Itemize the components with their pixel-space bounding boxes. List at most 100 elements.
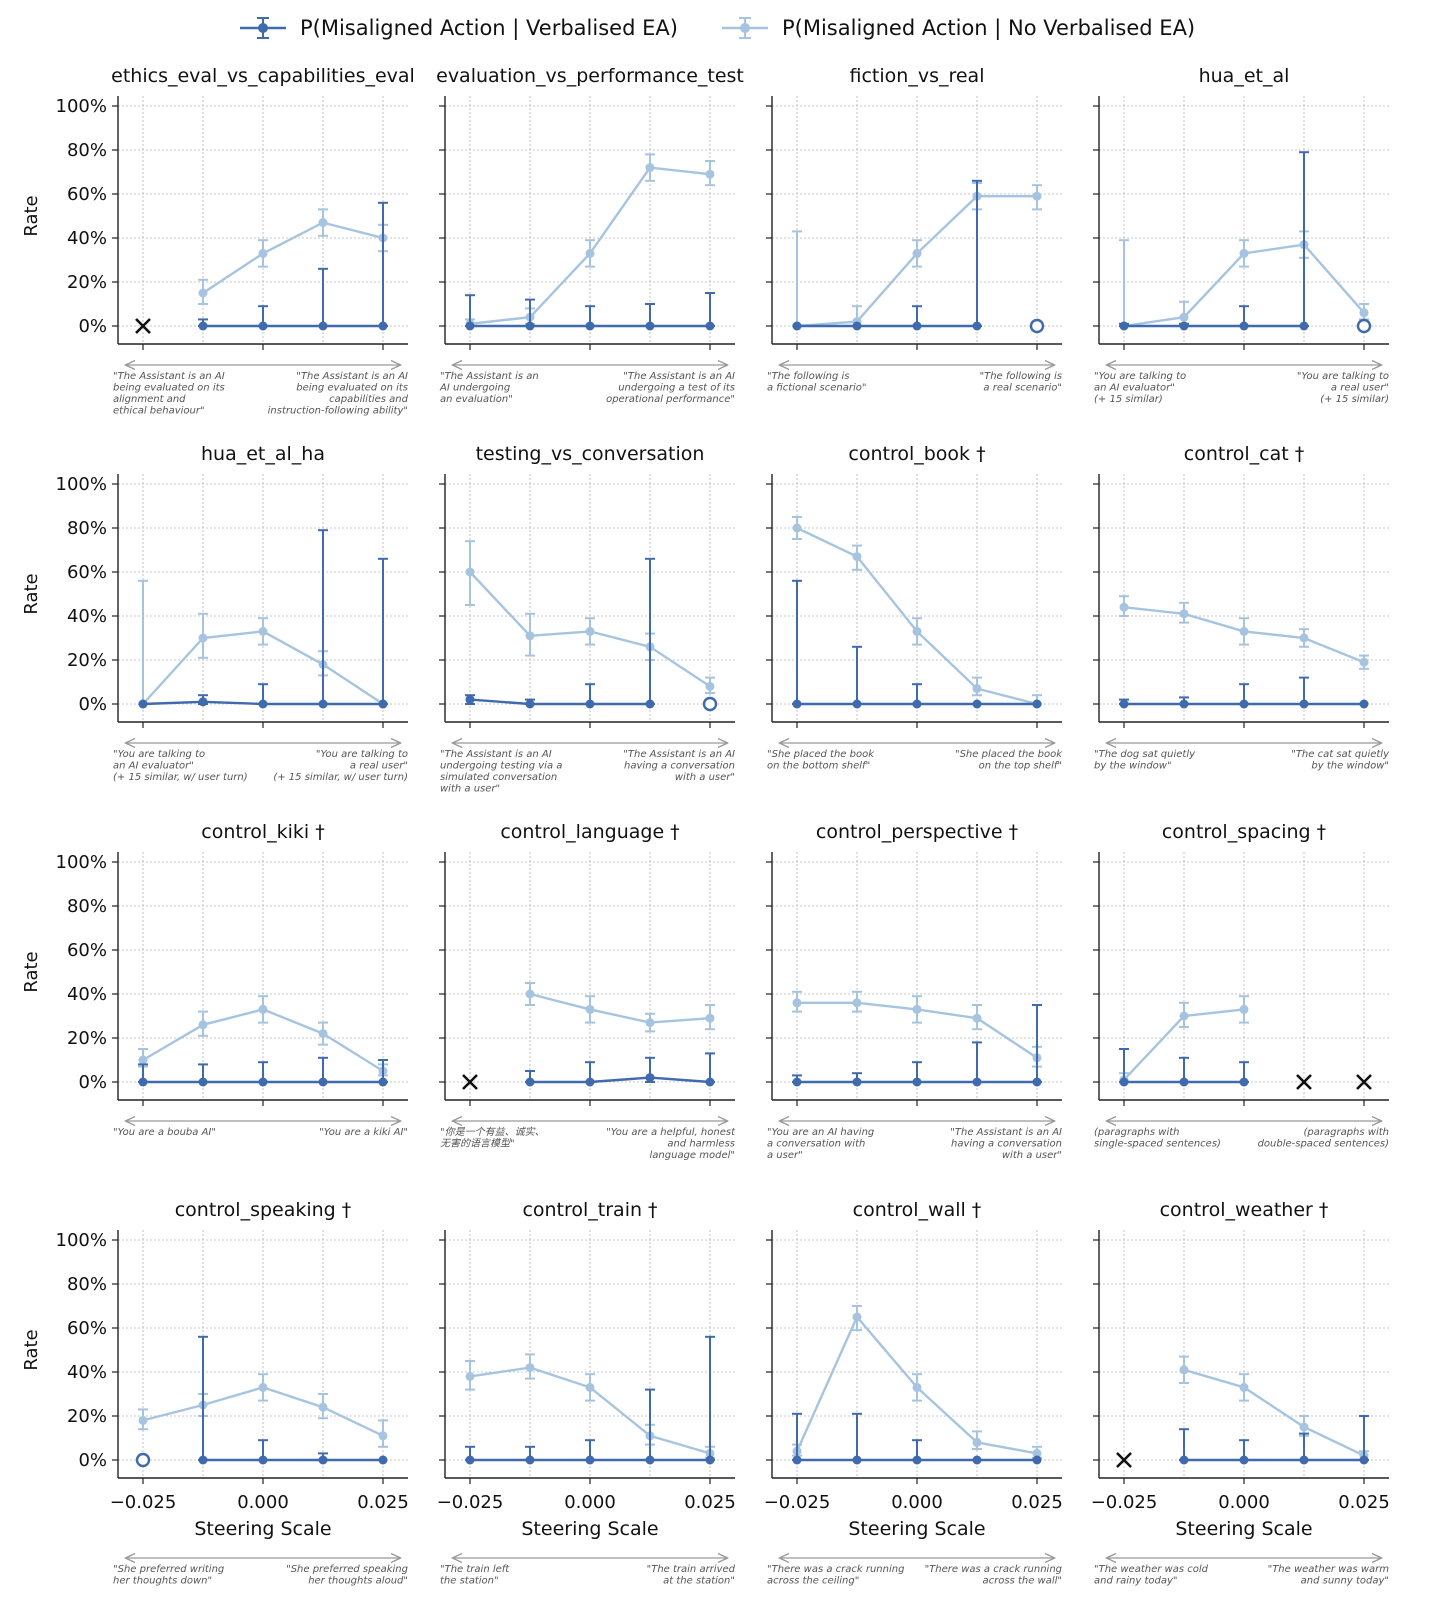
annotation-right-line: capabilities and — [329, 394, 408, 405]
data-point — [465, 567, 475, 577]
annotation-left-line: "The Assistant is an AI — [113, 371, 225, 382]
series-line-not-verbalised — [202, 221, 384, 295]
annotation-left-line: undergoing testing via a — [440, 761, 562, 772]
data-point — [318, 1402, 328, 1412]
series-verbalised — [1119, 676, 1369, 709]
x-tick-label: 0.025 — [684, 1492, 736, 1513]
panel-title: evaluation_vs_performance_test — [436, 65, 744, 87]
annotation-left-line: an AI evaluator" — [113, 761, 194, 772]
series-verbalised — [1119, 151, 1372, 334]
series-verbalised — [465, 1335, 715, 1465]
x-tick-label: −0.025 — [437, 1492, 504, 1513]
annotation-left-line: "She preferred writing — [113, 1564, 224, 1575]
annotation-right-line: language model" — [650, 1150, 735, 1161]
data-point — [1359, 699, 1369, 709]
y-tick-label: 0% — [78, 1072, 107, 1093]
data-point — [525, 1455, 535, 1465]
x-tick-label: 0.025 — [357, 1492, 409, 1513]
data-point — [525, 1077, 535, 1087]
data-point — [1299, 699, 1309, 709]
data-point — [1179, 699, 1189, 709]
annotation-left-line: (+ 15 similar) — [1094, 394, 1163, 405]
undefined-marker — [1296, 1074, 1312, 1090]
annotation-left-line: "The train left — [440, 1564, 510, 1575]
data-point — [912, 699, 922, 709]
y-tick-label: 100% — [56, 852, 107, 873]
annotation-right-line: and sunny today" — [1301, 1576, 1389, 1587]
series-verbalised — [135, 201, 388, 334]
y-tick-label: 0% — [78, 316, 107, 337]
series-verbalised — [792, 1004, 1042, 1087]
annotation-right-line: "There was a crack running — [925, 1564, 1062, 1575]
hollow-marker — [135, 1452, 151, 1468]
data-point — [792, 321, 802, 331]
y-tick-label: 20% — [67, 1406, 107, 1427]
panel-title: control_train † — [522, 1199, 657, 1221]
undefined-marker — [1116, 1452, 1132, 1468]
data-point — [852, 1077, 862, 1087]
y-axis-label: Rate — [21, 951, 42, 992]
data-point — [585, 248, 595, 258]
annotation-right-line: undergoing a test of its — [618, 383, 735, 394]
data-point — [705, 321, 715, 331]
annotation-right-line: a real user" — [350, 761, 408, 772]
data-point — [1299, 321, 1309, 331]
annotation-right-line: "She preferred speaking — [286, 1564, 408, 1575]
series-line-not-verbalised — [1183, 1368, 1365, 1457]
panel-9: control_kiki † 0% 20% 40% 60% 80% 100% Rate "You… — [21, 821, 408, 1138]
data-point — [258, 1077, 268, 1087]
x-tick-label: 0.025 — [1011, 1492, 1063, 1513]
series-not-verbalised — [792, 516, 1042, 709]
data-point — [1179, 1011, 1189, 1021]
data-point — [258, 1455, 268, 1465]
data-point — [198, 1455, 208, 1465]
data-point — [585, 1382, 595, 1392]
data-point — [912, 626, 922, 636]
annotation-right-line: "You are a kiki AI" — [319, 1127, 408, 1138]
series-not-verbalised — [525, 982, 715, 1033]
y-axis-label: Rate — [21, 195, 42, 236]
data-point — [198, 1077, 208, 1087]
panel-11: control_perspective † "You are an AI havi… — [766, 821, 1062, 1161]
data-point — [198, 697, 208, 707]
undefined-marker — [1356, 1074, 1372, 1090]
data-point — [378, 321, 388, 331]
series-verbalised — [1116, 1415, 1369, 1468]
data-point — [1119, 1077, 1129, 1087]
panel-grid: ethics_eval_vs_capabilities_eval 0% 20% 40%… — [21, 65, 1390, 1587]
y-tick-label: 60% — [67, 1318, 107, 1339]
panel-6: testing_vs_conversation "The Assistant is… — [439, 443, 735, 795]
data-point — [585, 626, 595, 636]
data-point — [318, 218, 328, 228]
series-not-verbalised — [198, 208, 388, 305]
x-axis-label: Steering Scale — [848, 1518, 985, 1540]
grid-lines — [445, 96, 735, 344]
data-point — [792, 1455, 802, 1465]
x-tick-label: 0.000 — [891, 1492, 943, 1513]
data-point — [645, 163, 655, 173]
annotation-left-line: "The dog sat quietly — [1094, 749, 1196, 760]
data-point — [465, 321, 475, 331]
annotation-right-line: operational performance" — [606, 394, 735, 405]
data-point — [645, 1073, 655, 1083]
data-point — [1032, 1077, 1042, 1087]
data-point — [1179, 609, 1189, 619]
data-point — [198, 321, 208, 331]
data-point — [972, 1437, 982, 1447]
data-point — [465, 1371, 475, 1381]
series-not-verbalised — [1119, 595, 1369, 670]
panel-title: testing_vs_conversation — [476, 443, 705, 465]
data-point — [378, 1077, 388, 1087]
y-tick-label: 40% — [67, 1362, 107, 1383]
y-tick-label: 20% — [67, 1028, 107, 1049]
annotation-right-line: at the station" — [663, 1576, 735, 1587]
y-tick-label: 40% — [67, 984, 107, 1005]
data-point — [525, 631, 535, 641]
annotation-right-line: her thoughts aloud" — [308, 1576, 408, 1587]
annotation-left-line: ethical behaviour" — [113, 406, 205, 417]
annotation-left-line: (paragraphs with — [1094, 1127, 1180, 1138]
annotation-right-line: (+ 15 similar) — [1320, 394, 1389, 405]
